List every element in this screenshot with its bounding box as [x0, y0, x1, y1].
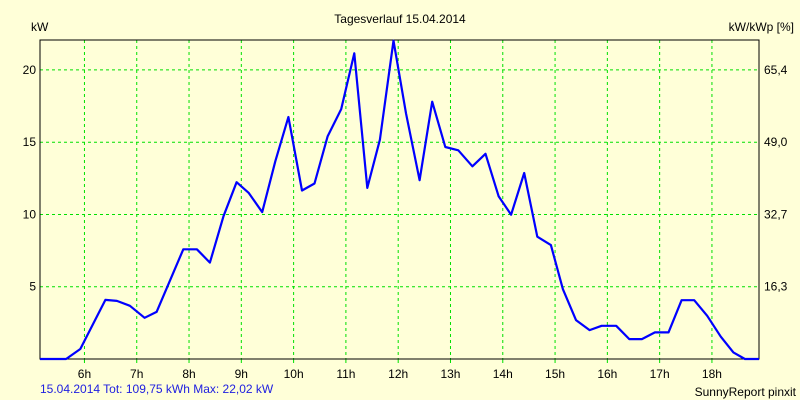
x-tick-label: 12h	[388, 367, 408, 381]
y2-tick-label: 16,3	[764, 280, 788, 294]
y-tick-label: 20	[23, 63, 37, 77]
series-line-kW	[40, 39, 759, 361]
x-tick-label: 16h	[597, 367, 617, 381]
plot-frame	[39, 39, 760, 360]
y2-tick-label: 32,7	[764, 207, 788, 221]
y2-tick-label: 65,4	[764, 63, 788, 77]
y-tick-label: 10	[23, 207, 37, 221]
credit-text: SunnyReport pinxit	[694, 385, 796, 399]
x-tick-label: 13h	[440, 367, 460, 381]
x-tick-label: 8h	[182, 367, 195, 381]
x-tick-label: 15h	[545, 367, 565, 381]
y-tick-label: 15	[23, 135, 37, 149]
chart-title: Tagesverlauf 15.04.2014	[334, 12, 466, 26]
x-tick-label: 11h	[336, 367, 355, 381]
y-axis-label: kW	[31, 20, 49, 34]
x-tick-label: 9h	[235, 367, 248, 381]
x-tick-label: 6h	[78, 367, 91, 381]
footer-summary: 15.04.2014 Tot: 109,75 kWh Max: 22,02 kW	[40, 382, 274, 396]
x-tick-label: 17h	[650, 367, 670, 381]
x-tick-label: 18h	[702, 367, 722, 381]
y2-tick-label: 49,0	[764, 135, 788, 149]
y-tick-label: 5	[29, 280, 36, 294]
x-tick-label: 14h	[493, 367, 513, 381]
x-tick-label: 10h	[284, 367, 304, 381]
x-tick-label: 7h	[130, 367, 143, 381]
y2-axis-label: kW/kWp [%]	[728, 20, 794, 34]
